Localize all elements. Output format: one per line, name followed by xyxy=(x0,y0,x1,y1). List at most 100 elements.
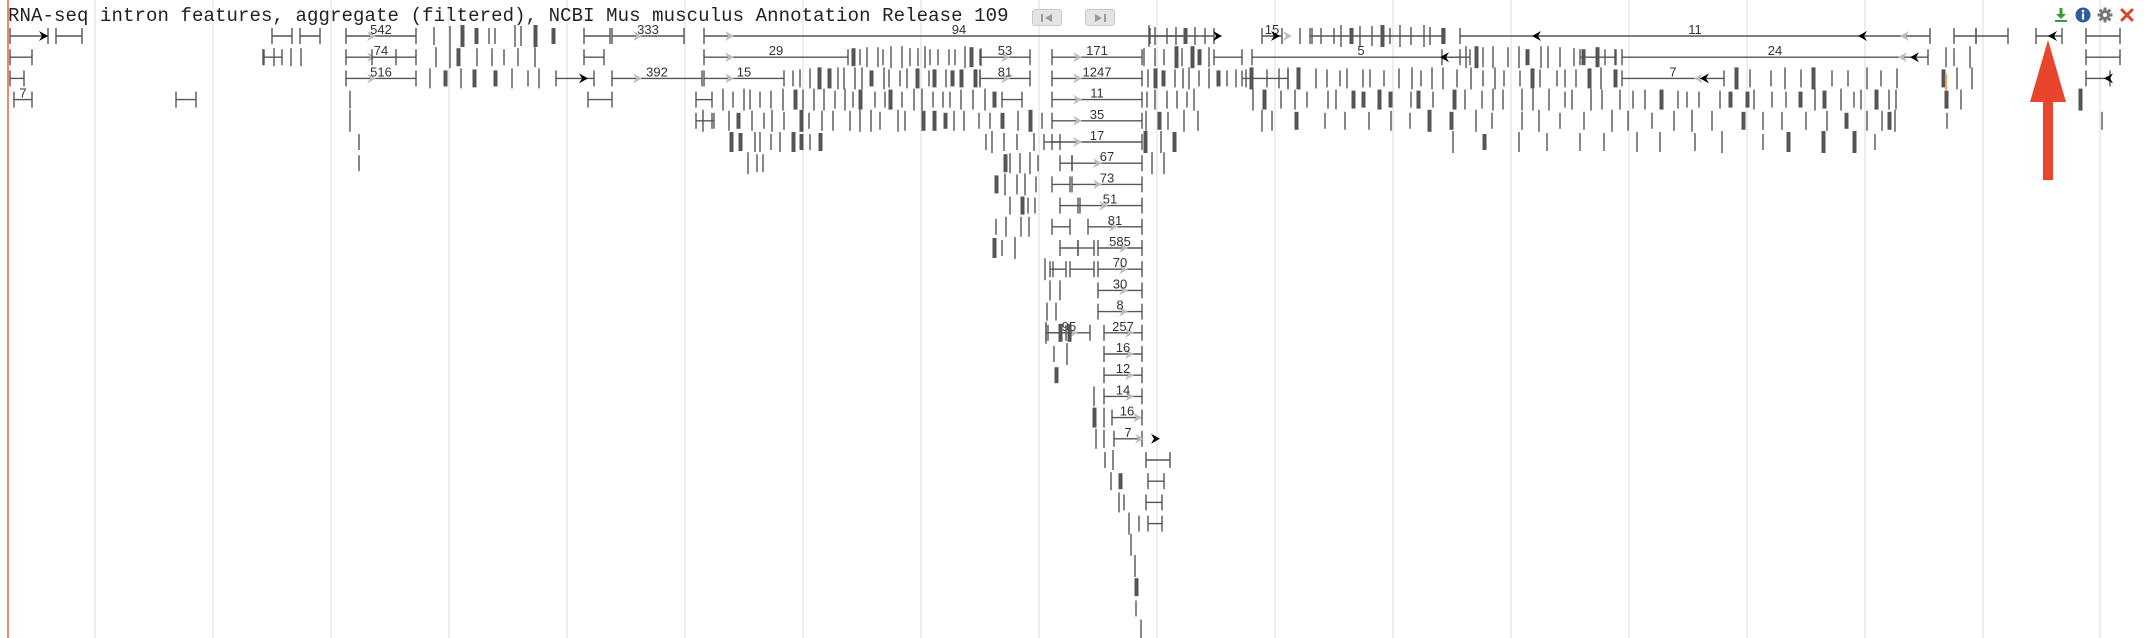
exon-block[interactable] xyxy=(932,69,937,88)
exon-block[interactable] xyxy=(994,175,999,194)
exon-block[interactable] xyxy=(1349,28,1354,44)
intron-feature[interactable]: 67 xyxy=(1071,149,1143,172)
exon-block[interactable] xyxy=(1174,46,1179,69)
exon-block[interactable] xyxy=(493,70,498,87)
exon-block[interactable] xyxy=(1262,89,1267,110)
intron-feature[interactable]: 8 xyxy=(1097,298,1143,320)
intron-feature[interactable] xyxy=(583,49,605,66)
intron-feature[interactable] xyxy=(1309,28,1443,44)
intron-feature[interactable] xyxy=(2085,49,2121,66)
exon-block[interactable] xyxy=(1296,67,1301,90)
exon-block[interactable] xyxy=(1157,111,1162,130)
exon-block[interactable] xyxy=(551,28,556,44)
intron-feature[interactable]: 94 xyxy=(703,22,1215,44)
intron-feature[interactable]: 51 xyxy=(1077,192,1143,214)
exon-block[interactable] xyxy=(791,132,796,152)
exon-block[interactable] xyxy=(1249,67,1254,90)
exon-block[interactable] xyxy=(950,70,955,87)
exon-block[interactable] xyxy=(1092,407,1097,428)
intron-feature[interactable] xyxy=(695,112,715,129)
next-button[interactable] xyxy=(1085,9,1115,26)
exon-block[interactable] xyxy=(1581,49,1586,66)
exon-block[interactable] xyxy=(1452,89,1457,110)
intron-feature[interactable]: 81 xyxy=(979,64,1031,87)
intron-feature[interactable] xyxy=(1051,218,1071,235)
exon-block[interactable] xyxy=(1183,28,1188,44)
intron-feature[interactable]: 5 xyxy=(1251,43,1471,66)
intron-feature[interactable] xyxy=(1043,134,1061,150)
intron-feature[interactable] xyxy=(695,91,713,108)
intron-feature[interactable]: 11 xyxy=(1051,86,1143,108)
exon-block[interactable] xyxy=(1427,109,1432,132)
exon-block[interactable] xyxy=(943,112,948,129)
exon-block[interactable] xyxy=(1003,154,1008,173)
settings-button[interactable] xyxy=(2096,6,2114,24)
exon-block[interactable] xyxy=(1416,90,1421,109)
intron-feature[interactable]: 7 xyxy=(1621,64,1725,87)
intron-feature[interactable] xyxy=(1059,155,1073,172)
intron-feature[interactable] xyxy=(1001,91,1023,108)
intron-feature[interactable] xyxy=(175,91,197,108)
intron-feature[interactable] xyxy=(1953,28,1977,44)
intron-feature[interactable]: 24 xyxy=(1621,43,1929,66)
intron-feature[interactable] xyxy=(1077,240,1095,256)
exon-block[interactable] xyxy=(1482,134,1487,150)
intron-feature[interactable]: 29 xyxy=(703,43,849,66)
exon-block[interactable] xyxy=(921,110,926,131)
intron-feature[interactable] xyxy=(299,28,321,44)
exon-block[interactable] xyxy=(474,28,479,44)
exon-block[interactable] xyxy=(1190,46,1195,69)
exon-block[interactable] xyxy=(1380,25,1385,47)
exon-block[interactable] xyxy=(817,67,822,90)
exon-block[interactable] xyxy=(827,68,832,89)
intron-feature[interactable] xyxy=(1069,261,1095,278)
intron-feature[interactable]: 542 xyxy=(345,22,417,44)
intron-feature[interactable]: 7 xyxy=(1113,425,1144,447)
intron-feature[interactable]: 16 xyxy=(1111,404,1143,426)
prev-button[interactable] xyxy=(1032,9,1062,26)
exon-block[interactable] xyxy=(1659,89,1664,110)
exon-block[interactable] xyxy=(1821,131,1826,153)
exon-block[interactable] xyxy=(1351,90,1356,109)
exon-block[interactable] xyxy=(869,70,874,87)
intron-feature[interactable] xyxy=(271,28,293,44)
intron-feature[interactable]: 70 xyxy=(1097,255,1143,278)
intron-feature[interactable] xyxy=(1059,197,1081,214)
exon-block[interactable] xyxy=(799,134,804,150)
exon-block[interactable] xyxy=(1054,367,1059,384)
exon-block[interactable] xyxy=(1786,132,1791,152)
exon-block[interactable] xyxy=(1525,49,1530,66)
exon-block[interactable] xyxy=(1734,67,1739,90)
exon-block[interactable] xyxy=(932,110,937,131)
intron-feature[interactable] xyxy=(1975,28,2009,44)
intron-feature[interactable]: 53 xyxy=(979,43,1031,66)
exon-block[interactable] xyxy=(1134,578,1139,597)
exon-block[interactable] xyxy=(1741,111,1746,130)
exon-block[interactable] xyxy=(1441,28,1446,44)
exon-block[interactable] xyxy=(992,238,997,258)
info-button[interactable] xyxy=(2074,6,2092,24)
exon-block[interactable] xyxy=(1000,112,1005,129)
exon-block[interactable] xyxy=(1067,323,1072,342)
intron-feature[interactable]: 585 xyxy=(1097,234,1143,256)
intron-feature[interactable]: 257 xyxy=(1103,319,1143,341)
exon-block[interactable] xyxy=(1587,68,1592,89)
exon-block[interactable] xyxy=(1143,131,1148,153)
intron-feature[interactable] xyxy=(1147,515,1163,532)
intron-feature[interactable] xyxy=(9,70,25,87)
exon-block[interactable] xyxy=(992,91,997,108)
exon-block[interactable] xyxy=(959,69,964,88)
exon-block[interactable] xyxy=(818,133,823,151)
intron-feature[interactable] xyxy=(1059,240,1079,256)
exon-block[interactable] xyxy=(1388,91,1393,108)
intron-feature[interactable] xyxy=(583,28,611,44)
exon-block[interactable] xyxy=(1449,111,1454,130)
intron-feature[interactable] xyxy=(587,91,613,108)
intron-feature[interactable]: 7 xyxy=(13,86,33,108)
intron-feature[interactable]: 16 xyxy=(1103,340,1143,362)
intron-feature[interactable] xyxy=(1051,176,1071,193)
intron-feature[interactable]: 11 xyxy=(1459,22,1931,44)
intron-feature[interactable]: 12 xyxy=(1103,361,1143,384)
exon-block[interactable] xyxy=(1887,111,1892,130)
intron-feature[interactable]: 73 xyxy=(1071,170,1143,193)
